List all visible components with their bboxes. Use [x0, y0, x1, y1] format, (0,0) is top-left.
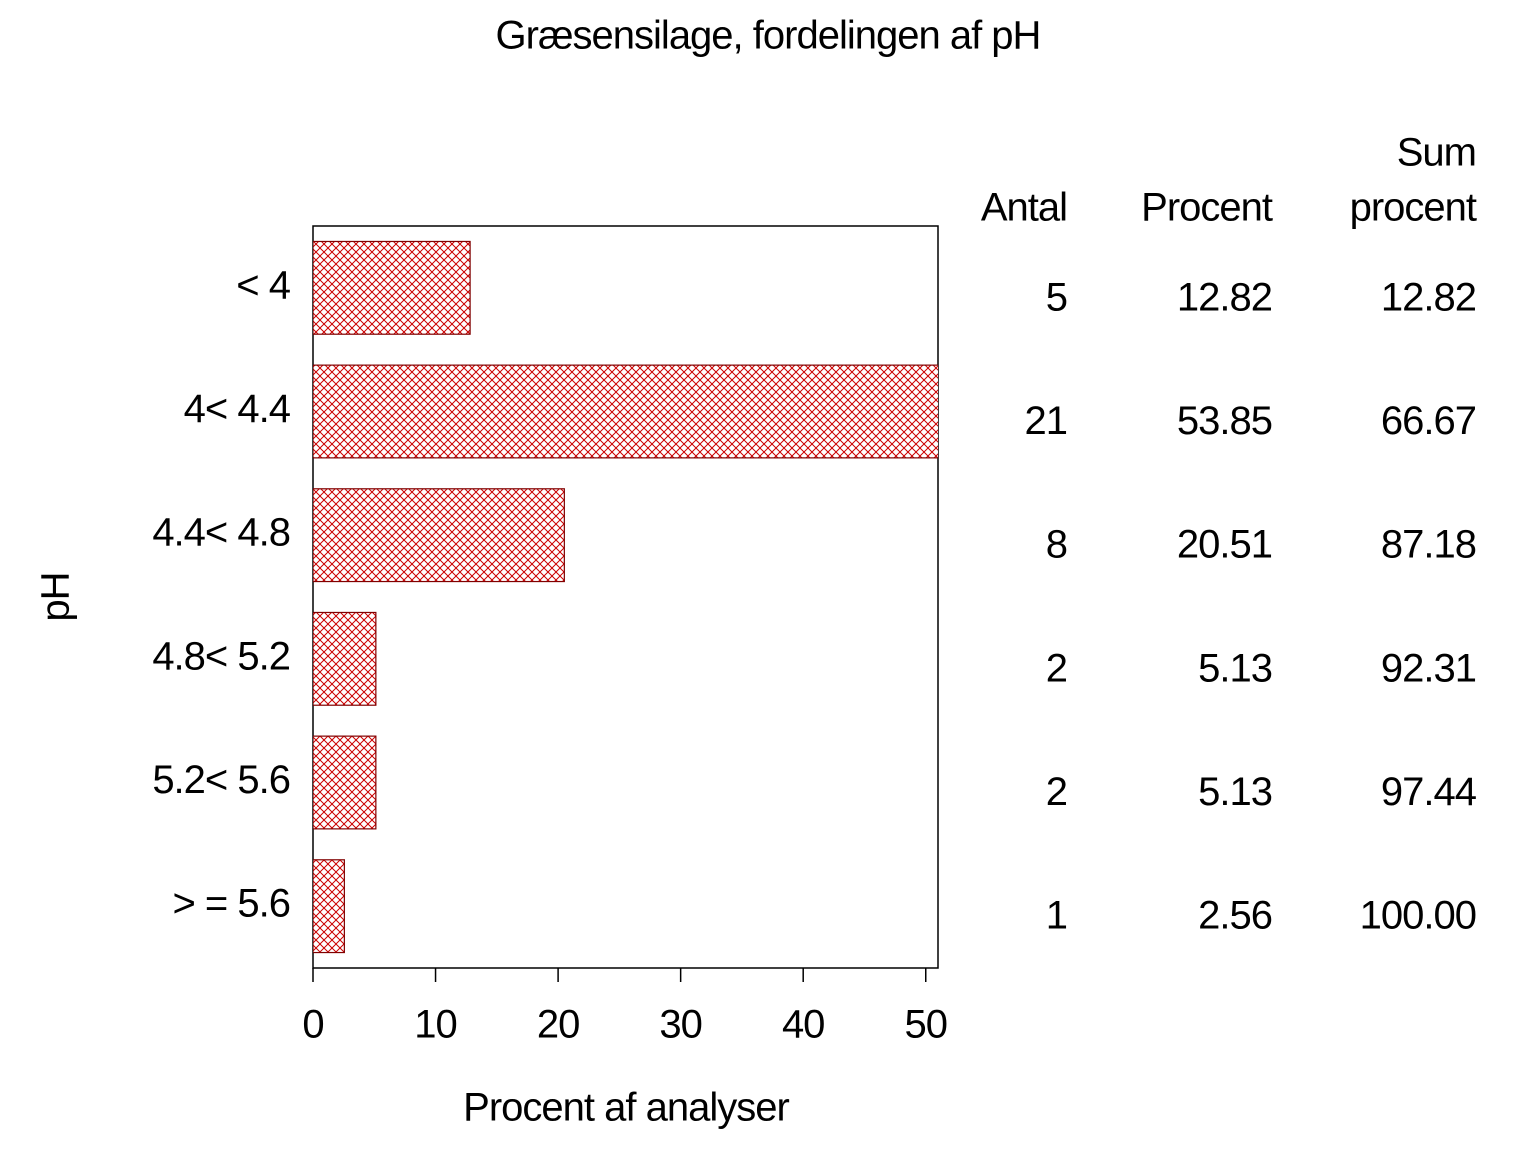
y-tick-label: 4.8< 5.2: [152, 634, 290, 678]
y-tick-label: < 4: [236, 263, 290, 307]
bar: [313, 488, 565, 583]
table-cumulative: 92.31: [1381, 646, 1476, 690]
y-axis-label: pH: [34, 572, 78, 621]
y-tick-label: 4.4< 4.8: [152, 511, 290, 555]
x-axis-label: Procent af analyser: [463, 1086, 789, 1130]
x-tick-label: 40: [782, 1003, 825, 1047]
table-percent: 5.13: [1198, 770, 1272, 814]
table-percent: 5.13: [1198, 646, 1272, 690]
table-cumulative: 87.18: [1381, 523, 1476, 567]
plot-frame: [312, 225, 939, 969]
table-cumulative: 97.44: [1381, 770, 1477, 814]
table-count: 1: [1046, 894, 1067, 938]
x-tick-label: 50: [904, 1003, 947, 1047]
x-tick-label: 10: [414, 1003, 457, 1047]
x-tick-label: 0: [302, 1003, 323, 1047]
y-tick-label: > = 5.6: [172, 882, 290, 926]
table-percent: 53.85: [1177, 399, 1272, 443]
y-tick-label: 4< 4.4: [184, 387, 291, 431]
bar: [313, 859, 345, 954]
table-header: Antal: [981, 186, 1067, 230]
table-count: 5: [1046, 275, 1067, 319]
x-tick-label: 20: [537, 1003, 580, 1047]
table-percent: 12.82: [1177, 275, 1272, 319]
table-header: Sum: [1397, 131, 1476, 175]
bar: [313, 611, 377, 706]
table-percent: 2.56: [1198, 894, 1272, 938]
bar: [313, 240, 471, 335]
table-count: 8: [1046, 523, 1067, 567]
table-count: 21: [1025, 399, 1068, 443]
bar: [313, 364, 938, 459]
table-cumulative: 12.82: [1381, 275, 1476, 319]
x-tick-label: 30: [659, 1003, 702, 1047]
table-cumulative: 66.67: [1381, 399, 1476, 443]
bar: [313, 735, 377, 830]
table-cumulative: 100.00: [1360, 894, 1476, 938]
chart-title: Græsensilage, fordelingen af pH: [496, 14, 1041, 58]
y-tick-label: 5.2< 5.6: [152, 758, 290, 802]
table-header: Procent: [1141, 186, 1273, 230]
table-header: procent: [1350, 186, 1477, 230]
table-percent: 20.51: [1177, 523, 1272, 567]
table-count: 2: [1046, 770, 1067, 814]
table-count: 2: [1046, 646, 1067, 690]
